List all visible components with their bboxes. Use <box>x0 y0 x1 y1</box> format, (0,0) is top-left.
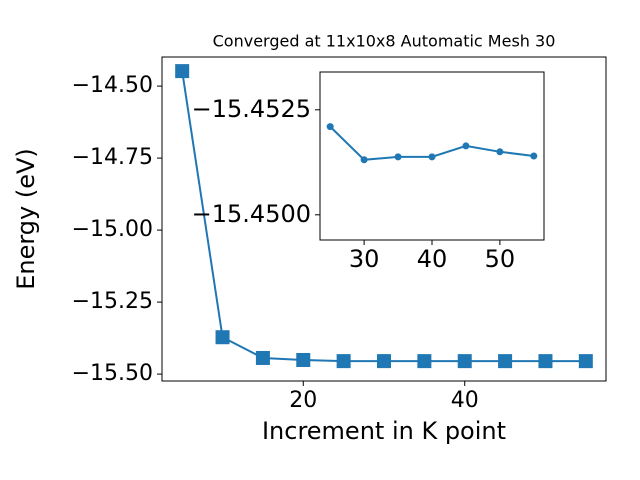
y-tick-label: −15.25 <box>72 289 153 314</box>
marker <box>417 354 432 369</box>
marker <box>457 354 472 369</box>
marker <box>578 354 593 369</box>
marker <box>336 354 351 369</box>
marker <box>326 123 334 131</box>
x-tick-label: 20 <box>289 388 317 413</box>
marker <box>496 148 504 156</box>
marker <box>360 156 368 164</box>
y-tick-label: −14.50 <box>72 73 153 98</box>
x-tick-label: 40 <box>451 388 479 413</box>
chart-title: Converged at 11x10x8 Automatic Mesh 30 <box>213 32 556 51</box>
marker <box>377 354 391 369</box>
y-axis-label: Energy (eV) <box>12 148 40 290</box>
marker <box>255 350 270 365</box>
x-tick-label: 50 <box>485 245 516 273</box>
marker <box>538 354 553 369</box>
marker <box>296 352 311 367</box>
x-axis-label: Increment in K point <box>262 417 506 445</box>
y-tick-label: −15.4525 <box>192 95 311 123</box>
marker <box>215 330 230 345</box>
x-tick-label: 30 <box>349 245 380 273</box>
marker <box>530 152 538 160</box>
marker <box>394 153 402 161</box>
y-tick-label: −15.00 <box>72 217 153 242</box>
marker <box>498 354 513 369</box>
marker <box>175 64 190 79</box>
marker <box>428 153 436 161</box>
y-tick-label: −15.50 <box>72 361 153 386</box>
y-tick-label: −14.75 <box>72 145 153 170</box>
x-tick-label: 40 <box>417 245 448 273</box>
y-tick-label: −15.4500 <box>192 200 311 228</box>
marker <box>462 142 470 150</box>
